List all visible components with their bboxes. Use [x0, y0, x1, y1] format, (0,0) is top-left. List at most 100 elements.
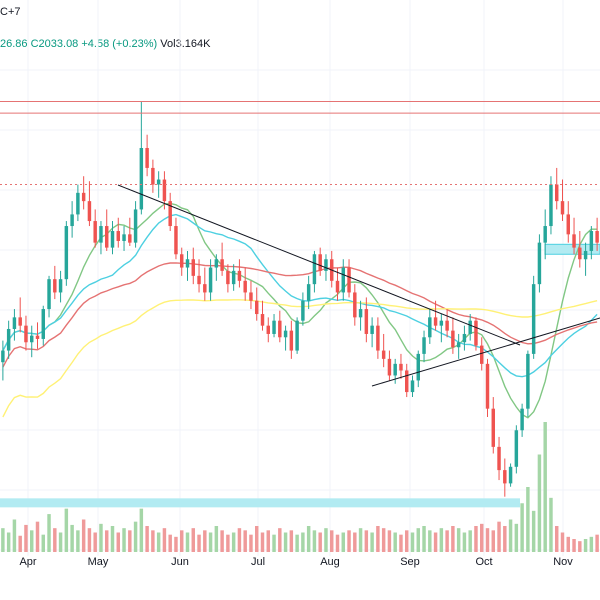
volume-bar [537, 454, 542, 552]
volume-bar [393, 532, 397, 552]
volume-bar [151, 530, 155, 552]
volume-bar [560, 532, 565, 552]
candle-body [393, 363, 397, 376]
candle-body [560, 201, 565, 215]
candle-body [583, 250, 588, 260]
price-chart[interactable] [0, 0, 600, 556]
candle-body [35, 335, 40, 339]
volume-bar [260, 532, 265, 552]
volume-bar [555, 526, 559, 552]
candle-body [105, 226, 109, 248]
candle-body [318, 254, 322, 271]
candle-body [531, 284, 536, 354]
candle-body [358, 309, 363, 318]
candle-body [18, 317, 22, 326]
candle-body [555, 184, 559, 202]
volume-bar [180, 530, 184, 552]
candle-body [24, 325, 28, 343]
volume-bar [462, 532, 467, 552]
candle-body [301, 300, 305, 321]
legend-low: 26.86 [0, 38, 28, 50]
candle-body [549, 184, 553, 227]
volume-bar [497, 521, 501, 552]
volume-bar [364, 530, 369, 552]
candle-body [139, 148, 144, 210]
candle-body [191, 259, 195, 276]
candle-body [243, 280, 247, 293]
moving-average-line [2, 299, 598, 418]
candle-body [180, 254, 184, 268]
x-tick-label: Aug [320, 556, 340, 568]
x-tick-label: Oct [475, 556, 493, 568]
x-tick-label: Jun [171, 556, 189, 568]
legend-timezone: C+7 [0, 6, 21, 18]
candle-body [64, 226, 69, 280]
candle-body [462, 333, 467, 343]
candle-body [474, 320, 478, 346]
volume-bar [214, 526, 219, 552]
candle-body [260, 314, 265, 326]
candle-body [341, 267, 345, 293]
candle-body [116, 231, 120, 241]
volume-bar [353, 532, 357, 552]
moving-average-line [2, 213, 598, 378]
volume-bar [237, 528, 242, 552]
moving-average-line [2, 202, 598, 419]
candle-body [572, 234, 576, 248]
volume-bar [474, 526, 478, 552]
volume-bar [47, 514, 51, 552]
volume-bar [174, 536, 178, 552]
volume-bar [341, 532, 345, 552]
candle-body [381, 350, 386, 359]
volume-bar [387, 530, 392, 552]
volume-bar [99, 523, 103, 552]
volume-bar [81, 519, 86, 552]
candle-body [578, 247, 582, 260]
candle-body [133, 209, 138, 243]
candle-body [485, 363, 490, 409]
volume-bar [549, 497, 553, 552]
volume-bar [376, 526, 380, 552]
candle-body [162, 179, 167, 202]
volume-bar [312, 530, 317, 552]
volume-bar [324, 528, 328, 552]
demand-zone [0, 498, 520, 508]
volume-bar [64, 508, 69, 552]
volume-bar [283, 532, 288, 552]
volume-bar [301, 532, 305, 552]
volume-bar [451, 526, 455, 552]
volume-bar [520, 503, 524, 552]
volume-bar [578, 541, 582, 552]
volume-bar [468, 530, 472, 552]
volume-bars [1, 422, 599, 552]
candle-body [370, 325, 374, 334]
candle-body [306, 284, 311, 301]
candlesticks [1, 101, 599, 497]
candle-body [70, 214, 74, 227]
volume-bar [1, 528, 5, 552]
volume-bar [93, 532, 97, 552]
volume-bar [156, 532, 161, 552]
volume-bar [145, 526, 149, 552]
candle-body [410, 380, 415, 393]
volume-bar [24, 524, 28, 552]
volume-bar [566, 536, 570, 552]
x-tick-label: Jul [250, 556, 266, 568]
candle-body [433, 317, 438, 326]
candle-body [526, 353, 530, 409]
volume-bar [583, 539, 588, 552]
volume-bar [543, 422, 547, 552]
volume-bar [122, 528, 126, 552]
volume-bar [87, 528, 92, 552]
candle-body [537, 242, 542, 285]
candle-body [289, 330, 294, 351]
candle-body [93, 221, 97, 243]
candle-body [347, 267, 351, 293]
x-tick-label: May [87, 556, 109, 568]
volume-bar [358, 528, 363, 552]
volume-bar [41, 534, 45, 552]
candle-body [249, 292, 253, 301]
volume-bar [433, 532, 438, 552]
candle-body [468, 320, 472, 334]
candle-body [283, 330, 288, 338]
